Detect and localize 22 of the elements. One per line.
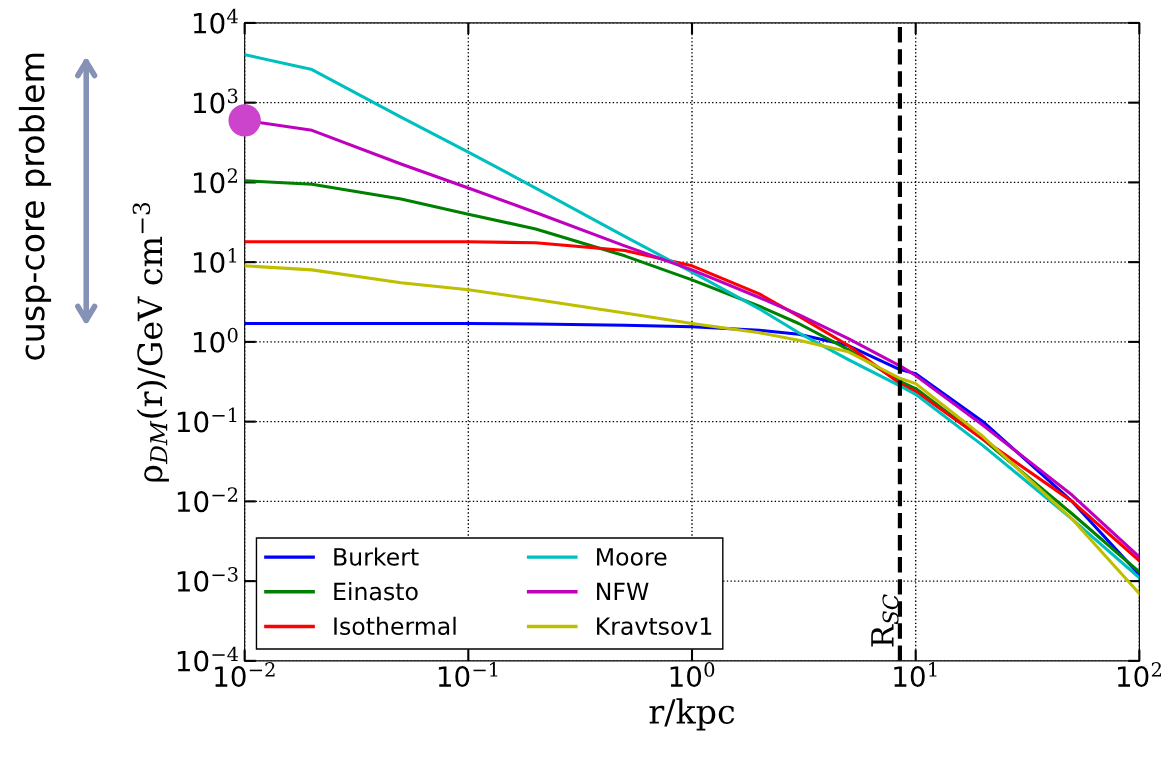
legend-label: Burkert (334, 547, 419, 566)
x-tick-label: 10$^{−1}$ (438, 662, 498, 688)
legend-label: Isothermal (334, 616, 456, 636)
y-tick-label: 10$^{−1}$ (177, 407, 237, 433)
x-tick-label: 10$^{0}$ (670, 662, 715, 688)
x-tick-label: 10$^{1}$ (894, 662, 937, 688)
ref-line-label: R$_{SC}$ (871, 594, 899, 647)
x-tick-label: 10$^{2}$ (1117, 662, 1161, 688)
y-tick-label: 10$^{1}$ (193, 247, 237, 273)
y-tick-label: 10$^{4}$ (193, 8, 238, 34)
y-tick-label: 10$^{−2}$ (177, 487, 238, 513)
y-tick-label: 10$^{2}$ (193, 168, 237, 194)
y-axis-title: ρ$_{DM}$(r)/GeV cm$^{−3}$ (132, 202, 169, 482)
legend-label: Moore (597, 548, 667, 566)
text: cusp-core problem (18, 53, 52, 360)
legend-label: NFW (597, 582, 649, 601)
y-tick-label: 10$^{3}$ (193, 88, 238, 114)
x-axis-title: r/kpc (649, 698, 735, 731)
legend-label: Kravtsov1 (597, 617, 712, 636)
y-tick-label: 10$^{−3}$ (177, 566, 238, 592)
y-tick-label: 10$^{0}$ (193, 327, 238, 353)
legend-label: Einasto (334, 582, 418, 601)
